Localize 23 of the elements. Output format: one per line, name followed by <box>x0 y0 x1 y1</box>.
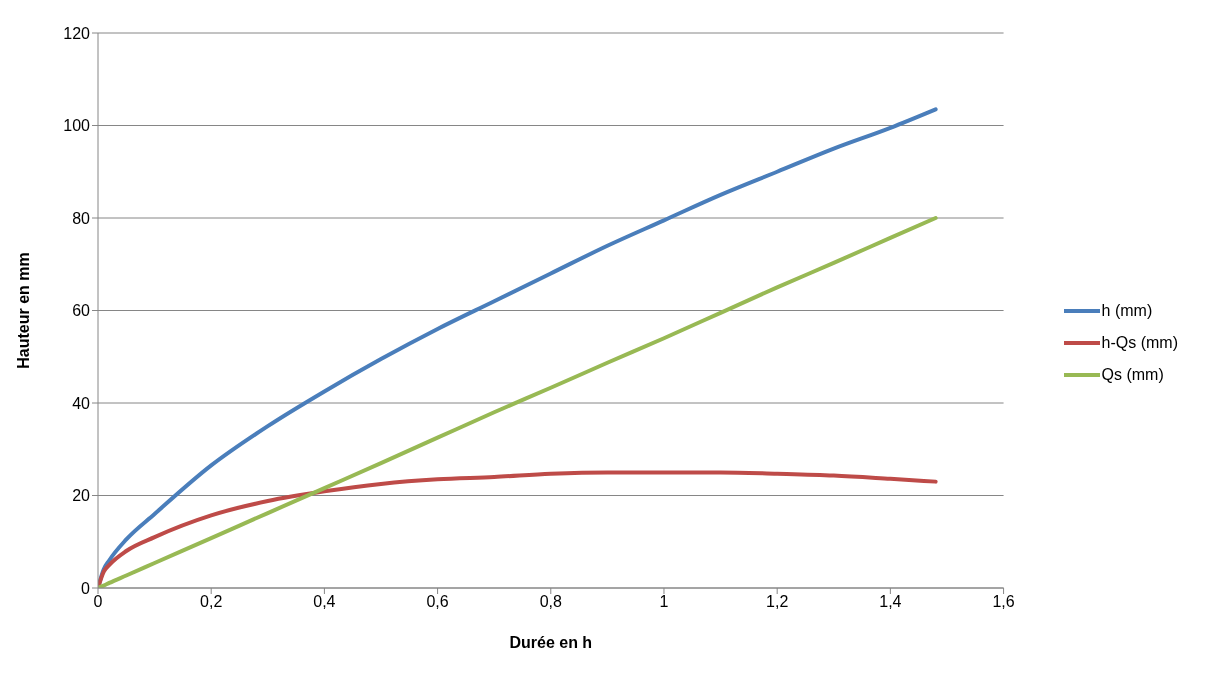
y-tick-label: 60 <box>72 302 91 320</box>
y-tick-label: 120 <box>63 24 91 42</box>
x-tick-label: 1,4 <box>879 593 902 611</box>
y-tick-label: 100 <box>63 117 91 135</box>
x-tick-label: 0,6 <box>426 593 449 611</box>
x-tick-label: 1,2 <box>766 593 789 611</box>
y-tick-label: 20 <box>72 487 91 505</box>
legend-label: h-Qs (mm) <box>1101 334 1178 352</box>
x-tick-label: 1 <box>659 593 669 611</box>
x-tick-label: 1,6 <box>992 593 1015 611</box>
x-tick-label: 0 <box>93 593 103 611</box>
line-series <box>98 470 938 588</box>
x-tick-label: 0,8 <box>539 593 562 611</box>
line-series <box>98 216 938 588</box>
y-tick-label: 80 <box>72 209 91 227</box>
x-tick-label: 0,2 <box>200 593 223 611</box>
y-tick-label: 40 <box>72 394 91 412</box>
y-tick-label: 0 <box>81 579 91 597</box>
y-axis-title: Hauteur en mm <box>14 252 32 369</box>
legend-label: Qs (mm) <box>1101 366 1164 384</box>
legend-label: h (mm) <box>1101 302 1153 320</box>
x-axis-title: Durée en h <box>509 634 593 651</box>
x-tick-label: 0,4 <box>313 593 336 611</box>
